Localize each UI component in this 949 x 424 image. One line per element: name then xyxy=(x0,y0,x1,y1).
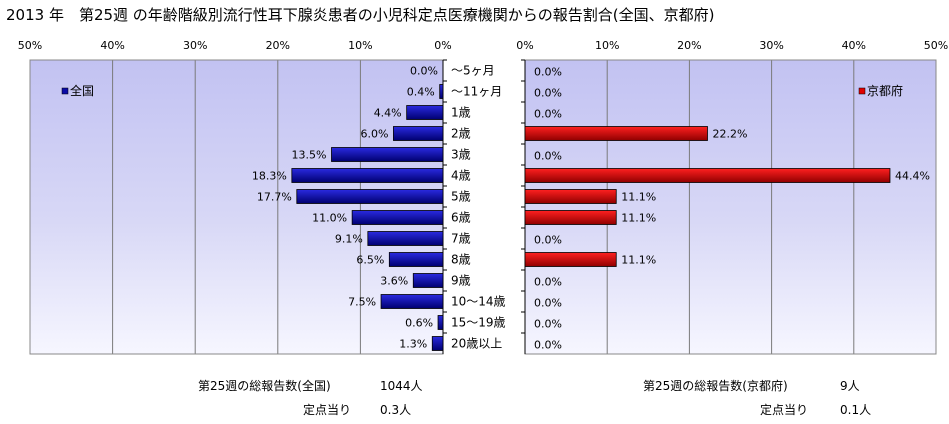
national-bar xyxy=(412,273,444,288)
national-value-label: 3.6% xyxy=(380,275,408,288)
kyoto-bar xyxy=(524,126,708,141)
kyoto-value-label: 22.2% xyxy=(712,128,747,141)
national-value-label: 18.3% xyxy=(252,170,287,183)
national-tick-label: 20% xyxy=(266,39,290,52)
kyoto-bar xyxy=(524,210,617,225)
kyoto-value-label: 0.0% xyxy=(534,66,562,79)
national-value-label: 7.5% xyxy=(348,296,376,309)
age-category-label: 20歳以上 xyxy=(451,337,502,351)
age-category-label: 6歳 xyxy=(451,211,471,225)
kyoto-per-label: 定点当り xyxy=(760,403,809,417)
kyoto-value-label: 0.0% xyxy=(534,234,562,247)
national-value-label: 0.4% xyxy=(407,86,435,99)
kyoto-value-label: 0.0% xyxy=(534,150,562,163)
age-category-label: 1歳 xyxy=(451,106,471,120)
kyoto-per-value: 0.1人 xyxy=(840,403,872,417)
kyoto-total-value: 9人 xyxy=(840,379,860,393)
national-tick-label: 0% xyxy=(434,39,451,52)
kyoto-value-label: 0.0% xyxy=(534,108,562,121)
national-tick-label: 10% xyxy=(348,39,372,52)
kyoto-tick-label: 30% xyxy=(759,39,783,52)
national-tick-label: 30% xyxy=(183,39,207,52)
age-category-label: 5歳 xyxy=(451,190,471,204)
age-category-label: 9歳 xyxy=(451,274,471,288)
national-plot-area xyxy=(30,60,443,354)
age-category-label: 4歳 xyxy=(451,169,471,183)
national-bar xyxy=(380,294,444,309)
age-category-label: 10～14歳 xyxy=(451,295,506,309)
national-bar xyxy=(331,147,444,162)
national-legend-swatch xyxy=(61,87,69,95)
national-bar xyxy=(431,336,444,351)
kyoto-value-label: 0.0% xyxy=(534,318,562,331)
national-bar xyxy=(406,105,444,120)
national-tick-label: 50% xyxy=(18,39,42,52)
national-value-label: 17.7% xyxy=(257,191,292,204)
kyoto-value-label: 0.0% xyxy=(534,87,562,100)
national-value-label: 13.5% xyxy=(292,149,327,162)
kyoto-tick-label: 40% xyxy=(842,39,866,52)
kyoto-value-label: 11.1% xyxy=(621,254,656,267)
national-bar xyxy=(367,231,444,246)
kyoto-tick-label: 0% xyxy=(516,39,533,52)
national-value-label: 1.3% xyxy=(399,338,427,351)
national-value-label: 6.0% xyxy=(360,128,388,141)
kyoto-value-label: 44.4% xyxy=(895,170,930,183)
national-bar xyxy=(388,252,444,267)
national-bar xyxy=(437,315,444,330)
age-category-label: 15～19歳 xyxy=(451,316,506,330)
national-value-label: 6.5% xyxy=(356,254,384,267)
kyoto-tick-label: 50% xyxy=(924,39,948,52)
age-category-label: ～11ヶ月 xyxy=(451,85,502,99)
kyoto-plot-area xyxy=(525,60,936,354)
national-tick-label: 40% xyxy=(100,39,124,52)
age-category-label: 7歳 xyxy=(451,232,471,246)
kyoto-value-label: 11.1% xyxy=(621,212,656,225)
kyoto-legend-swatch xyxy=(858,87,866,95)
age-category-label: 8歳 xyxy=(451,253,471,267)
kyoto-legend-label: 京都府 xyxy=(867,83,903,98)
kyoto-value-label: 0.0% xyxy=(534,276,562,289)
kyoto-bar xyxy=(524,168,891,183)
national-value-label: 11.0% xyxy=(312,212,347,225)
national-total-value: 1044人 xyxy=(380,379,423,393)
national-bar xyxy=(296,189,444,204)
kyoto-tick-label: 20% xyxy=(677,39,701,52)
national-per-label: 定点当り xyxy=(303,403,352,417)
national-total-label: 第25週の総報告数(全国) xyxy=(198,379,331,393)
national-bar xyxy=(291,168,444,183)
age-category-label: ～5ヶ月 xyxy=(451,64,495,78)
national-value-label: 0.0% xyxy=(410,65,438,78)
national-value-label: 0.6% xyxy=(405,317,433,330)
kyoto-value-label: 0.0% xyxy=(534,339,562,352)
chart-title: 2013 年 第25週 の年齢階級別流行性耳下腺炎患者の小児科定点医療機関からの… xyxy=(6,6,715,24)
national-legend-label: 全国 xyxy=(70,83,94,98)
national-value-label: 4.4% xyxy=(374,107,402,120)
kyoto-bar xyxy=(524,252,617,267)
age-category-label: 3歳 xyxy=(451,148,471,162)
kyoto-bar xyxy=(524,189,617,204)
age-category-label: 2歳 xyxy=(451,127,471,141)
national-per-value: 0.3人 xyxy=(380,403,412,417)
kyoto-value-label: 0.0% xyxy=(534,297,562,310)
kyoto-total-label: 第25週の総報告数(京都府) xyxy=(643,379,788,393)
national-bar xyxy=(393,126,444,141)
kyoto-value-label: 11.1% xyxy=(621,191,656,204)
national-bar xyxy=(351,210,444,225)
national-bar xyxy=(439,84,444,99)
kyoto-tick-label: 10% xyxy=(595,39,619,52)
national-value-label: 9.1% xyxy=(335,233,363,246)
